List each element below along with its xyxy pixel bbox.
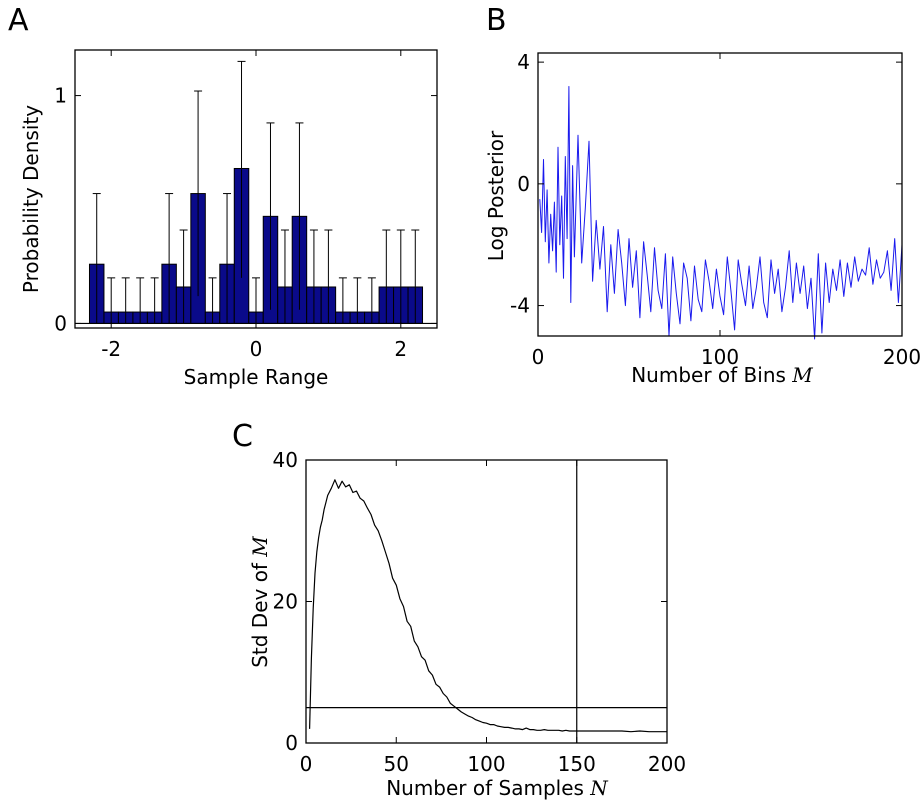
panel-c-axes: 0 50 100 150 200 0 20 40 — [273, 448, 687, 776]
panel-a: A -2 0 2 0 1 Sample Range Probability Densit… — [8, 3, 438, 389]
panel-c-ytick-label: 20 — [273, 590, 298, 614]
panel-b-xtick-label: 100 — [701, 345, 739, 369]
panel-c-xlabel: Number of Samples N — [386, 776, 609, 800]
panel-b-xlabel-var: M — [791, 363, 813, 387]
panel-a-xtick-label: 0 — [250, 337, 263, 361]
panel-b-ytick-label: 4 — [517, 50, 530, 74]
panel-b-xtick-label: 0 — [532, 345, 545, 369]
panel-c-xtick-label: 200 — [648, 752, 686, 776]
panel-b: B 0 100 200 4 0 -4 Number of Bins M Log Poste… — [484, 3, 921, 387]
panel-c-series-line — [309, 479, 667, 733]
panel-a-ylabel: Probability Density — [19, 105, 43, 293]
panel-c-ylabel-var: M — [248, 536, 272, 558]
panel-a-xlabel: Sample Range — [184, 365, 329, 389]
panel-c-frame — [305, 459, 668, 744]
panel-c-xtick-label: 150 — [558, 752, 596, 776]
panel-c-xlabel-text: Number of Samples — [386, 776, 584, 800]
panel-c-xlabel-var: N — [589, 776, 609, 800]
panel-b-ytick-label: -4 — [510, 294, 530, 318]
panel-a-xtick-label: -2 — [101, 337, 121, 361]
panel-b-xlabel-text: Number of Bins — [631, 363, 786, 387]
panel-b-xtick-label: 200 — [883, 345, 921, 369]
panel-c-xtick-label: 0 — [300, 752, 313, 776]
panel-c-ylabel-text: Std Dev of — [248, 562, 272, 668]
panel-c-plot-area — [306, 460, 667, 743]
panel-c-ylabel: Std Dev of M — [248, 536, 272, 668]
panel-b-xlabel: Number of Bins M — [631, 363, 813, 387]
panel-letter-a: A — [8, 3, 29, 38]
panel-c-xtick-label: 50 — [384, 752, 409, 776]
panel-c-ytick-label: 0 — [285, 731, 298, 755]
panel-a-ytick-label: 0 — [54, 311, 67, 335]
panel-b-axes: 0 100 200 4 0 -4 — [510, 50, 921, 369]
panel-a-xtick-label: 2 — [394, 337, 407, 361]
panel-c-ytick-label: 40 — [273, 448, 298, 472]
panel-a-axes: -2 0 2 0 1 — [54, 50, 437, 361]
panel-b-plot-area — [539, 86, 903, 340]
panel-letter-b: B — [486, 3, 507, 38]
panel-a-plot-area — [75, 60, 437, 325]
panel-b-ytick-label: 0 — [517, 172, 530, 196]
panel-b-series-line — [539, 86, 903, 340]
panel-b-ylabel: Log Posterior — [484, 130, 508, 261]
panel-a-ytick-label: 1 — [54, 84, 67, 108]
panel-c-xtick-label: 100 — [467, 752, 505, 776]
panel-letter-c: C — [232, 419, 253, 454]
